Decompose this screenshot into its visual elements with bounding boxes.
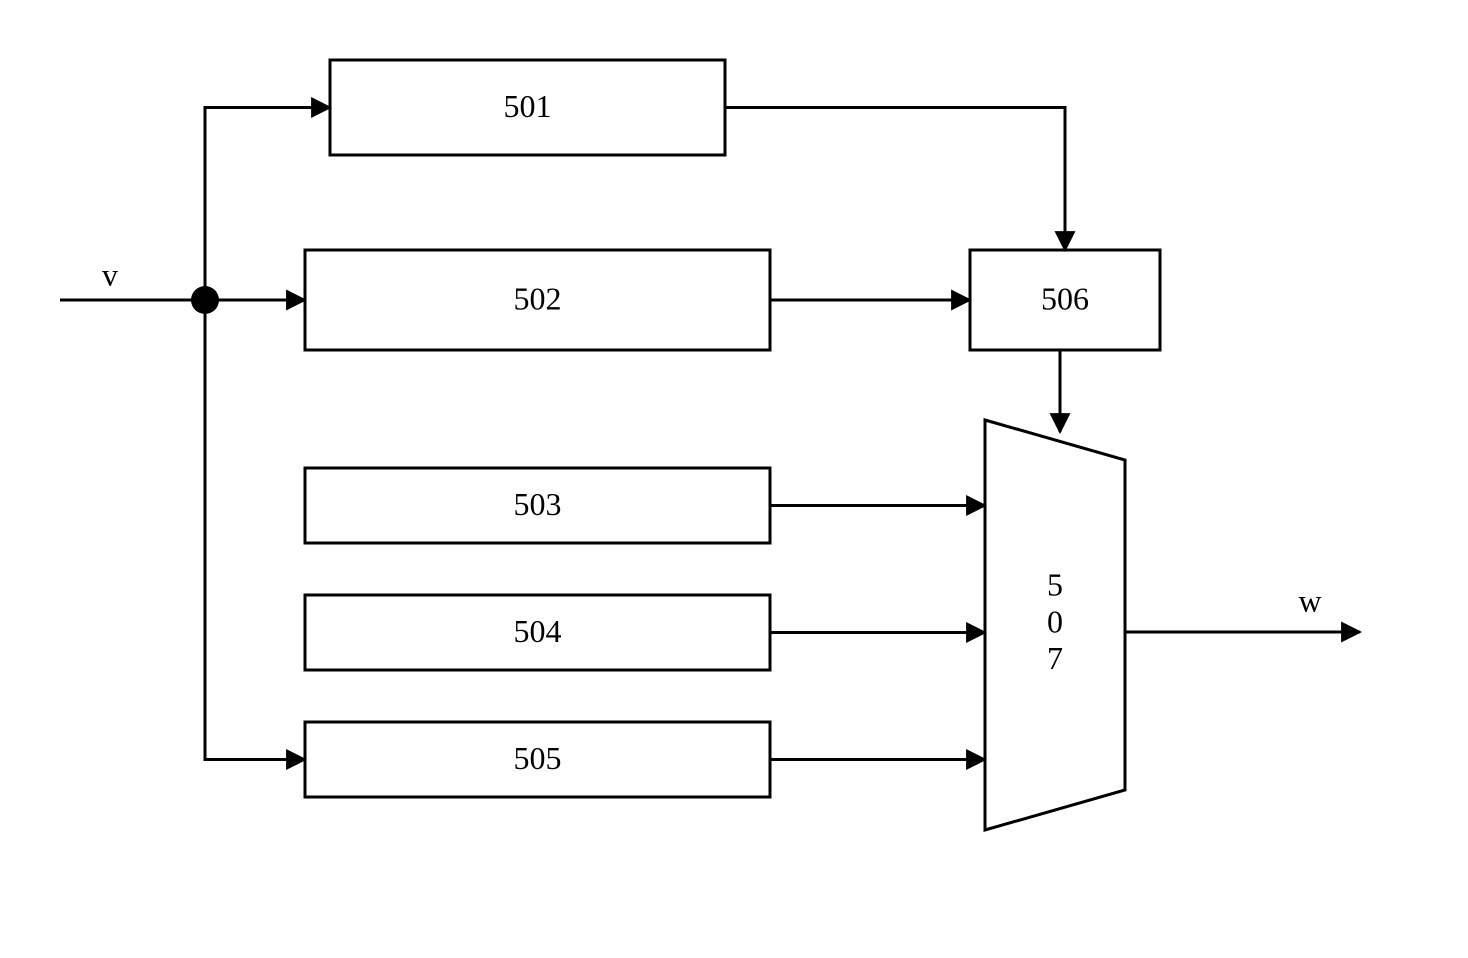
block-503-label: 503 <box>514 486 562 522</box>
wire-junction-to-505 <box>205 300 305 760</box>
output-label: w <box>1298 582 1321 618</box>
block-504-label: 504 <box>514 613 562 649</box>
block-505-label: 505 <box>514 740 562 776</box>
mux-507-label-line2: 0 <box>1047 603 1063 639</box>
block-502-label: 502 <box>514 280 562 316</box>
block-506-label: 506 <box>1041 280 1089 316</box>
block-505: 505 <box>305 722 770 797</box>
block-503: 503 <box>305 468 770 543</box>
wire-501-to-506 <box>725 108 1065 251</box>
block-502: 502 <box>305 250 770 350</box>
mux-507-label-line3: 7 <box>1047 640 1063 676</box>
mux-507: 5 0 7 <box>985 420 1125 830</box>
block-501-label: 501 <box>504 88 552 124</box>
mux-507-label-line1: 5 <box>1047 567 1063 603</box>
input-label: v <box>102 256 118 292</box>
block-506: 506 <box>970 250 1160 350</box>
block-504: 504 <box>305 595 770 670</box>
block-501: 501 <box>330 60 725 155</box>
